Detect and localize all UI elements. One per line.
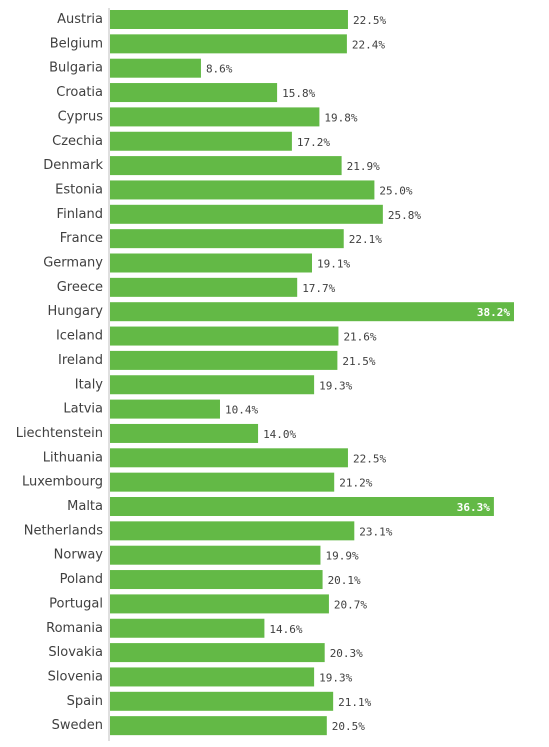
value-label-italy: 19.3%	[319, 379, 352, 392]
category-label-ireland: Ireland	[58, 353, 103, 368]
category-label-portugal: Portugal	[49, 596, 103, 611]
bar-france	[110, 229, 344, 249]
category-label-romania: Romania	[46, 621, 103, 636]
value-label-cyprus: 19.8%	[324, 111, 357, 124]
value-label-czechia: 17.2%	[297, 136, 330, 149]
category-label-croatia: Croatia	[56, 85, 103, 100]
value-label-germany: 19.1%	[317, 258, 350, 271]
value-label-slovenia: 19.3%	[319, 671, 352, 684]
bar-netherlands	[110, 521, 355, 541]
bar-denmark	[110, 156, 342, 176]
category-label-germany: Germany	[43, 256, 103, 271]
category-label-luxembourg: Luxembourg	[22, 475, 103, 490]
value-label-croatia: 15.8%	[282, 87, 315, 100]
category-label-sweden: Sweden	[52, 718, 103, 733]
category-label-austria: Austria	[57, 12, 103, 27]
bar-lithuania	[110, 448, 348, 468]
category-label-lithuania: Lithuania	[43, 450, 103, 465]
bar-norway	[110, 545, 321, 565]
bar-slovakia	[110, 643, 325, 663]
value-label-sweden: 20.5%	[332, 720, 365, 733]
value-label-ireland: 21.5%	[342, 355, 375, 368]
bars-group	[110, 10, 514, 736]
bar-croatia	[110, 83, 278, 103]
category-label-norway: Norway	[54, 548, 104, 563]
value-label-latvia: 10.4%	[225, 404, 258, 417]
category-label-slovenia: Slovenia	[48, 669, 103, 684]
category-labels-group: Austria Belgium Bulgaria Croatia Cyprus Czech…	[16, 12, 104, 733]
bar-germany	[110, 253, 312, 273]
bar-sweden	[110, 716, 327, 736]
category-label-finland: Finland	[57, 207, 103, 222]
bar-luxembourg	[110, 472, 335, 492]
category-label-denmark: Denmark	[43, 158, 103, 173]
category-label-cyprus: Cyprus	[58, 109, 104, 124]
bar-finland	[110, 204, 383, 224]
category-label-hungary: Hungary	[47, 304, 103, 319]
bar-slovenia	[110, 667, 315, 687]
value-labels-group: 22.5% 22.4% 8.6% 15.8% 19.8% 17.2% 21.9% 25.0% 2…	[206, 14, 510, 733]
value-label-malta: 36.3%	[457, 501, 490, 514]
bar-malta	[110, 497, 494, 516]
bar-hungary	[110, 302, 514, 322]
value-label-france: 22.1%	[349, 233, 382, 246]
bar-austria	[110, 10, 348, 29]
value-label-romania: 14.6%	[269, 623, 302, 636]
category-label-iceland: Iceland	[56, 329, 103, 344]
bar-iceland	[110, 326, 339, 346]
bar-spain	[110, 691, 334, 711]
value-label-belgium: 22.4%	[352, 38, 385, 51]
category-label-netherlands: Netherlands	[24, 523, 103, 538]
bar-romania	[110, 618, 265, 638]
value-label-denmark: 21.9%	[347, 160, 380, 173]
value-label-liechtenstein: 14.0%	[263, 428, 296, 441]
bar-greece	[110, 277, 298, 297]
category-label-spain: Spain	[67, 694, 103, 709]
category-label-liechtenstein: Liechtenstein	[16, 426, 103, 441]
bar-belgium	[110, 34, 347, 54]
bar-ireland	[110, 350, 338, 370]
value-label-portugal: 20.7%	[334, 598, 367, 611]
bar-czechia	[110, 131, 292, 151]
bar-italy	[110, 375, 315, 395]
value-label-poland: 20.1%	[328, 574, 361, 587]
bar-bulgaria	[110, 58, 201, 78]
category-label-estonia: Estonia	[55, 182, 103, 197]
value-label-spain: 21.1%	[338, 696, 371, 709]
bar-estonia	[110, 180, 375, 200]
bar-cyprus	[110, 107, 320, 127]
value-label-lithuania: 22.5%	[353, 452, 386, 465]
category-label-belgium: Belgium	[50, 36, 103, 51]
category-label-czechia: Czechia	[52, 134, 103, 149]
value-label-greece: 17.7%	[302, 282, 335, 295]
category-label-bulgaria: Bulgaria	[49, 61, 103, 76]
value-label-slovakia: 20.3%	[330, 647, 363, 660]
value-label-finland: 25.8%	[388, 209, 421, 222]
category-label-italy: Italy	[75, 377, 104, 392]
value-label-hungary: 38.2%	[477, 306, 510, 319]
category-label-latvia: Latvia	[63, 402, 103, 417]
bar-latvia	[110, 399, 220, 419]
bar-portugal	[110, 594, 329, 614]
value-label-estonia: 25.0%	[379, 184, 412, 197]
bar-poland	[110, 570, 323, 590]
value-label-bulgaria: 8.6%	[206, 63, 233, 76]
value-label-austria: 22.5%	[353, 14, 386, 27]
category-label-france: France	[60, 231, 103, 246]
value-label-norway: 19.9%	[325, 550, 358, 563]
bar-liechtenstein	[110, 423, 259, 443]
value-label-iceland: 21.6%	[343, 331, 376, 344]
category-label-slovakia: Slovakia	[48, 645, 103, 660]
category-label-malta: Malta	[67, 499, 103, 514]
category-label-poland: Poland	[60, 572, 103, 587]
category-label-greece: Greece	[57, 280, 103, 295]
value-label-luxembourg: 21.2%	[339, 477, 372, 490]
value-label-netherlands: 23.1%	[359, 525, 392, 538]
